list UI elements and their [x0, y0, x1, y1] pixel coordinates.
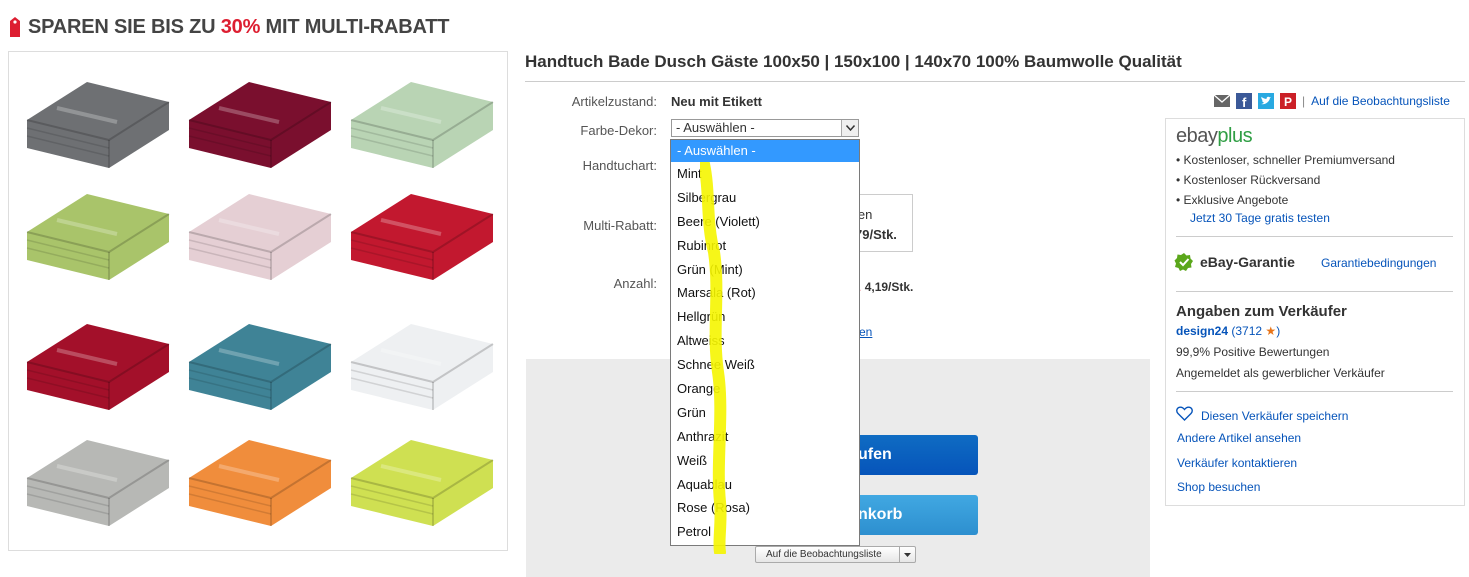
- email-icon[interactable]: [1213, 93, 1231, 109]
- chevron-down-icon[interactable]: [841, 120, 858, 136]
- divider: [1176, 291, 1453, 292]
- color-dropdown-list[interactable]: - Auswählen - Mint Silbergrau Beere (Violet…: [670, 139, 860, 546]
- partial-link[interactable]: en: [859, 325, 873, 339]
- towel-image[interactable]: [179, 184, 339, 289]
- dropdown-option[interactable]: Weiß: [677, 452, 708, 468]
- seller-positive-feedback: 99,9% Positive Bewertungen: [1176, 345, 1330, 359]
- contact-seller-link[interactable]: Verkäufer kontaktieren: [1177, 456, 1298, 470]
- facebook-icon[interactable]: f: [1236, 93, 1252, 110]
- dropdown-option[interactable]: Grün (Mint): [677, 261, 743, 277]
- watchlist-button-label: Auf die Beobachtungsliste: [766, 549, 882, 560]
- towel-image[interactable]: [179, 314, 339, 419]
- save-seller-link[interactable]: Diesen Verkäufer speichern: [1201, 409, 1349, 423]
- towel-image[interactable]: [179, 430, 339, 535]
- seller-name-link[interactable]: design24: [1176, 324, 1229, 338]
- dropdown-option[interactable]: Altweiss: [677, 333, 725, 349]
- heart-icon: [1176, 406, 1193, 426]
- multi-discount-line2: 79/Stk.: [855, 227, 897, 242]
- divider: [1176, 236, 1453, 237]
- ebay-plus-benefits: • Kostenloser, schneller Premiumversand •…: [1176, 153, 1456, 213]
- seller-business-status: Angemeldet als gewerblicher Verkäufer: [1176, 366, 1385, 380]
- svg-text:f: f: [1242, 95, 1247, 109]
- star-icon: ★: [1265, 324, 1277, 338]
- dropdown-option[interactable]: Anthrazit: [677, 428, 729, 444]
- condition-value: Neu mit Etikett: [671, 94, 763, 109]
- dropdown-option[interactable]: Rose (Rosa): [677, 500, 750, 516]
- visit-shop-link[interactable]: Shop besuchen: [1177, 480, 1261, 494]
- guarantee-check-icon: [1174, 252, 1194, 277]
- towel-image[interactable]: [17, 72, 177, 177]
- dropdown-option[interactable]: Aquablau: [677, 476, 732, 492]
- share-separator: |: [1302, 94, 1306, 108]
- save-seller-row[interactable]: Diesen Verkäufer speichern: [1176, 406, 1348, 426]
- plus-benefit-item: • Kostenloser Rückversand: [1176, 173, 1321, 187]
- dropdown-option[interactable]: Petrol: [677, 524, 711, 540]
- share-bar: f P | Auf die Beobachtungsliste: [1213, 93, 1450, 110]
- multi-discount-label: Multi-Rabatt:: [583, 218, 657, 233]
- dropdown-option[interactable]: Silbergrau: [677, 189, 737, 205]
- dropdown-option[interactable]: Rubinrot: [677, 237, 727, 253]
- seller-identity: design24 (3712 ★): [1176, 324, 1280, 338]
- towel-image[interactable]: [179, 72, 339, 177]
- watchlist-link[interactable]: Auf die Beobachtungsliste: [1311, 94, 1450, 108]
- towel-image[interactable]: [341, 72, 501, 177]
- condition-label: Artikelzustand:: [571, 94, 657, 109]
- sidebar-box: ebayplus • Kostenloser, schneller Premiu…: [1165, 118, 1465, 506]
- towel-image[interactable]: [17, 430, 177, 535]
- quantity-label: Anzahl:: [613, 276, 657, 291]
- dropdown-option[interactable]: Orange: [677, 381, 721, 397]
- divider: [1176, 391, 1453, 392]
- item-title: Handtuch Bade Dusch Gäste 100x50 | 150x1…: [525, 52, 1182, 71]
- banner-text: SPAREN SIE BIS ZU 30% MIT MULTI-RABATT: [28, 15, 450, 38]
- plus-trial-link[interactable]: Jetzt 30 Tage gratis testen: [1190, 211, 1330, 225]
- towel-image[interactable]: [341, 430, 501, 535]
- other-items-link[interactable]: Andere Artikel ansehen: [1177, 431, 1302, 445]
- dropdown-option[interactable]: Schnee Weiß: [677, 357, 755, 373]
- pinterest-icon[interactable]: P: [1280, 93, 1296, 109]
- seller-score[interactable]: (3712 ★): [1231, 324, 1281, 338]
- dropdown-option[interactable]: Hellgrün: [677, 309, 726, 325]
- title-divider: [525, 81, 1465, 82]
- guarantee-title: eBay-Garantie: [1200, 254, 1295, 270]
- multi-discount-banner: SPAREN SIE BIS ZU 30% MIT MULTI-RABATT: [8, 14, 450, 40]
- seller-heading: Angaben zum Verkäufer: [1176, 303, 1347, 320]
- towel-image[interactable]: [341, 184, 501, 289]
- dropdown-option[interactable]: Marsala (Rot): [677, 285, 756, 301]
- guarantee-link[interactable]: Garantiebedingungen: [1321, 256, 1437, 270]
- price-tag-icon: [8, 17, 22, 37]
- towel-image[interactable]: [17, 184, 177, 289]
- towel-type-label: Handtuchart:: [582, 158, 657, 173]
- dropdown-option[interactable]: Grün: [677, 404, 706, 420]
- twitter-icon[interactable]: [1258, 93, 1274, 109]
- caret-down-icon[interactable]: [899, 547, 915, 562]
- plus-benefit-item: • Exklusive Angebote: [1176, 193, 1289, 207]
- color-label: Farbe-Dekor:: [580, 123, 657, 138]
- dropdown-option[interactable]: Beere (Violett): [677, 213, 760, 229]
- product-image-gallery[interactable]: [8, 51, 508, 551]
- towel-image[interactable]: [17, 314, 177, 419]
- svg-text:P: P: [1284, 95, 1292, 109]
- dropdown-option[interactable]: - Auswählen -: [671, 140, 859, 162]
- color-select-value: - Auswählen -: [676, 120, 755, 135]
- add-to-watchlist-button[interactable]: Auf die Beobachtungsliste: [755, 546, 916, 563]
- plus-benefit-item: • Kostenloser, schneller Premiumversand: [1176, 153, 1395, 167]
- towel-image[interactable]: [341, 314, 501, 419]
- dropdown-option[interactable]: Mint: [677, 166, 702, 181]
- color-select[interactable]: - Auswählen -: [671, 119, 859, 137]
- ebay-plus-logo: ebayplus: [1176, 125, 1253, 147]
- quantity-price: . 4,19/Stk.: [858, 280, 914, 294]
